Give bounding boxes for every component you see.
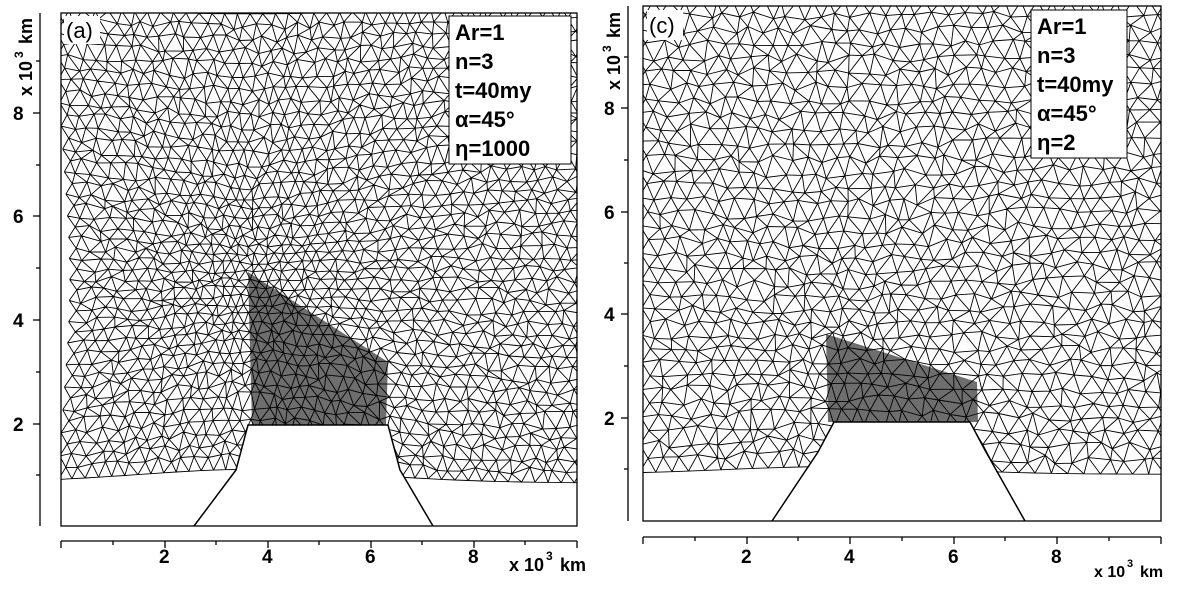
svg-text:x 10: x 10 <box>16 61 36 96</box>
panel-a-y-tick-label: 8 <box>13 104 24 125</box>
svg-text:x 10: x 10 <box>1094 564 1125 581</box>
panel-c-x-tick-label: 6 <box>948 547 959 568</box>
svg-text:3: 3 <box>1127 558 1133 570</box>
panel-c-x-tick-label: 8 <box>1051 547 1062 568</box>
panel-a: 2 4 6 8 x 10 3 km 2 4 6 8 <box>12 12 586 575</box>
panel-c-param-box <box>1030 9 1128 159</box>
panel-c-param-t: t=40my <box>1037 72 1114 97</box>
panel-a-x-tick-label: 2 <box>159 547 170 568</box>
panel-a-mesh <box>61 13 577 484</box>
panel-a-param-box <box>448 15 572 165</box>
svg-text:x 10: x 10 <box>509 555 544 575</box>
panel-c-x-tick-label: 2 <box>741 547 752 568</box>
panel-a-param-t: t=40my <box>455 78 532 103</box>
panel-a-tag: (a) <box>66 18 93 43</box>
panel-c-frame <box>642 5 1162 522</box>
panel-a-param-alpha: α=45° <box>455 107 515 132</box>
panel-c-notch <box>778 422 1021 521</box>
svg-text:km: km <box>1140 564 1163 581</box>
panel-a-tag-box <box>64 16 100 44</box>
panel-c-param-ar: Ar=1 <box>1037 14 1087 39</box>
svg-text:3: 3 <box>600 45 614 52</box>
svg-text:x 10: x 10 <box>604 55 624 90</box>
panel-a-y-unit-label: x 10 3 km <box>12 18 36 96</box>
panel-a-x-unit-label: x 10 3 km <box>509 549 586 575</box>
panel-c-y-tick-label: 2 <box>604 409 615 430</box>
panel-a-notch <box>199 425 433 526</box>
panel-a-y-tick-label: 2 <box>13 415 24 436</box>
svg-text:km: km <box>604 12 624 38</box>
panel-c-x-tick-label: 4 <box>844 547 855 568</box>
panel-a-param-eta: η=1000 <box>455 136 530 161</box>
panel-a-param-n: n=3 <box>455 49 494 74</box>
panel-a-x-axis: 2 4 6 8 x 10 3 km <box>60 540 586 575</box>
panel-c-x-unit-label: x 10 3 km <box>1094 558 1163 581</box>
panel-a-x-tick-label: 4 <box>262 547 273 568</box>
panel-c-param-n: n=3 <box>1037 43 1076 68</box>
panel-c-tag-box <box>647 10 683 40</box>
panel-c-y-axis: 2 4 6 8 x 10 3 km <box>600 6 629 521</box>
svg-text:3: 3 <box>12 51 26 58</box>
panel-a-frame <box>60 12 578 527</box>
panel-c-param-eta: η=2 <box>1037 130 1076 155</box>
panel-a-y-axis: 2 4 6 8 x 10 3 km <box>12 13 41 526</box>
panel-c-x-axis: 2 4 6 8 x 10 3 km <box>642 536 1163 581</box>
panel-a-x-tick-label: 6 <box>365 547 376 568</box>
svg-text:km: km <box>560 555 586 575</box>
panel-c-y-unit-label: x 10 3 km <box>600 12 624 90</box>
panel-a-notch-outline <box>193 424 434 527</box>
panel-c: 2 4 6 8 x 10 3 km 2 4 6 8 <box>600 5 1163 581</box>
svg-text:km: km <box>16 18 36 44</box>
panel-a-x-tick-label: 8 <box>468 547 479 568</box>
panel-c-y-tick-label: 8 <box>604 99 615 120</box>
panel-a-y-tick-label: 6 <box>13 207 24 228</box>
panel-a-y-tick-label: 4 <box>13 311 24 332</box>
panel-a-param-ar: Ar=1 <box>455 20 505 45</box>
panel-c-tag: (c) <box>649 13 675 38</box>
panel-c-param-alpha: α=45° <box>1037 101 1097 126</box>
panel-c-y-tick-label: 4 <box>604 305 615 326</box>
panel-c-notch-outline <box>771 421 1026 522</box>
svg-text:3: 3 <box>546 549 553 563</box>
panel-c-y-tick-label: 6 <box>604 203 615 224</box>
